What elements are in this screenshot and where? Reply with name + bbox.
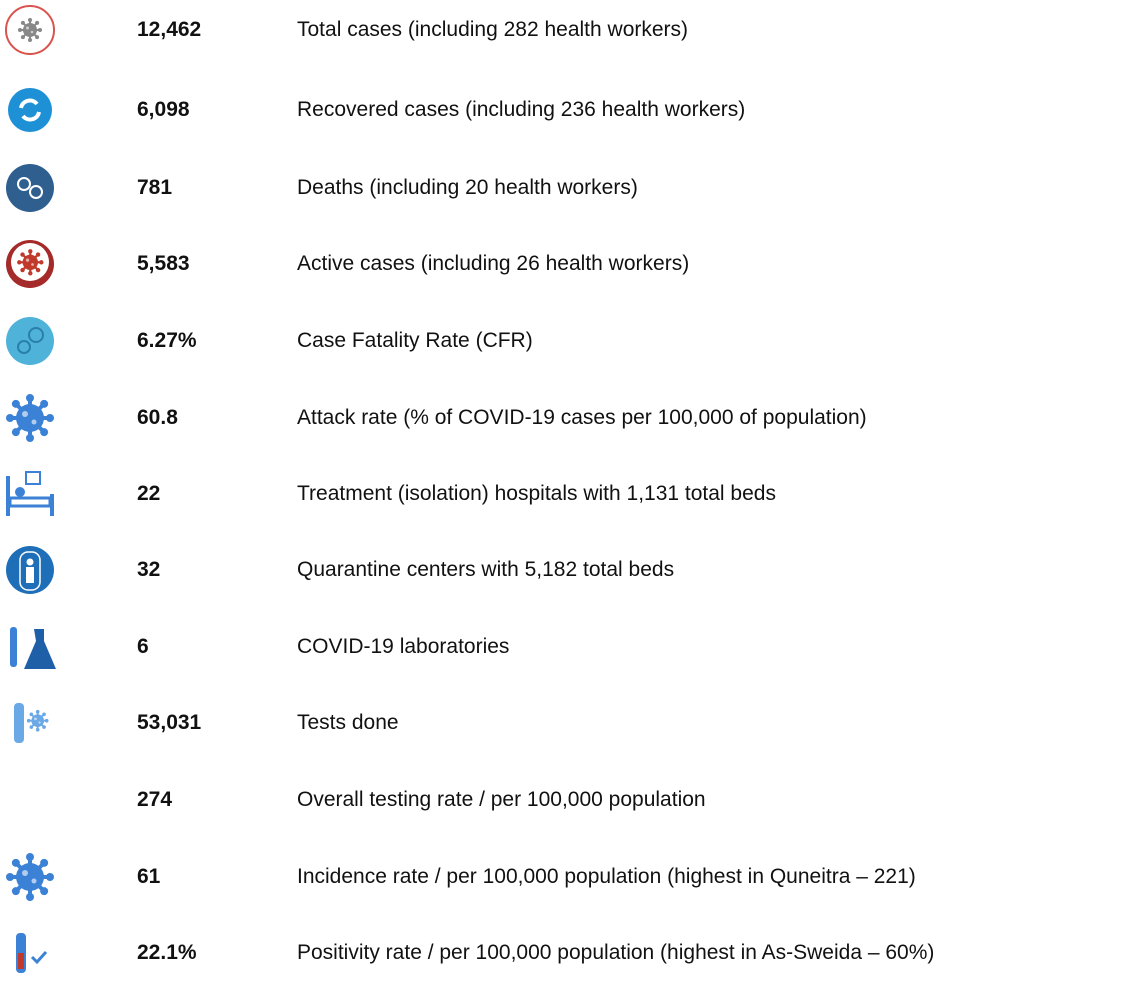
fact-label: Recovered cases (including 236 health wo…	[297, 98, 746, 121]
fact-row: 274 Overall testing rate / per 100,000 po…	[0, 770, 1123, 830]
fact-label: Case Fatality Rate (CFR)	[297, 329, 533, 352]
icon	[6, 240, 54, 288]
fact-label: Quarantine centers with 5,182 total beds	[297, 558, 675, 581]
fact-label: Attack rate (% of COVID-19 cases per 100…	[297, 406, 867, 429]
fact-row: 12,462 Total cases (including 282 health …	[0, 0, 1123, 60]
fact-row: 32 Quarantine centers with 5,182 total be…	[0, 540, 1123, 600]
icon	[6, 546, 54, 594]
fact-value: 6.27%	[137, 329, 197, 352]
fact-label: Active cases (including 26 health worker…	[297, 252, 690, 275]
fact-value: 6	[137, 635, 149, 658]
icon	[6, 471, 54, 516]
icon	[6, 853, 54, 901]
fact-value: 5,583	[137, 252, 190, 275]
fact-value: 53,031	[137, 711, 202, 734]
fact-label: Treatment (isolation) hospitals with 1,1…	[297, 482, 776, 505]
fact-label: Incidence rate / per 100,000 population …	[297, 865, 916, 888]
fact-row: 6.27% Case Fatality Rate (CFR)	[0, 311, 1123, 371]
fact-row: 22.1% Positivity rate / per 100,000 popul…	[0, 923, 1123, 983]
fact-value: 6,098	[137, 98, 190, 121]
fact-label: Total cases (including 282 health worker…	[297, 18, 689, 41]
icon	[6, 317, 54, 365]
fact-label: COVID-19 laboratories	[297, 635, 510, 658]
fact-value: 22.1%	[137, 941, 197, 964]
fact-row: 61 Incidence rate / per 100,000 populatio…	[0, 847, 1123, 907]
icon	[16, 933, 48, 973]
fact-label: Overall testing rate / per 100,000 popul…	[297, 788, 706, 811]
fact-value: 781	[137, 176, 173, 199]
fact-row: 5,583 Active cases (including 26 health w…	[0, 234, 1123, 294]
fact-value: 274	[137, 788, 173, 811]
icon	[6, 164, 54, 212]
fact-label: Tests done	[297, 711, 399, 734]
fact-value: 32	[137, 558, 161, 581]
icon	[5, 5, 55, 55]
fact-value: 22	[137, 482, 161, 505]
fact-row: 6,098 Recovered cases (including 236 heal…	[0, 80, 1123, 140]
fact-value: 12,462	[137, 18, 202, 41]
icon	[10, 627, 56, 669]
fact-row: 781 Deaths (including 20 health workers)	[0, 158, 1123, 218]
fact-value: 60.8	[137, 406, 178, 429]
fact-row: 53,031 Tests done	[0, 693, 1123, 753]
fact-label: Positivity rate / per 100,000 population…	[297, 941, 935, 964]
fact-label: Deaths (including 20 health workers)	[297, 176, 638, 199]
fact-row: 60.8 Attack rate (% of COVID-19 cases per…	[0, 388, 1123, 448]
icon	[8, 88, 52, 132]
fact-value: 61	[137, 865, 161, 888]
icon	[6, 394, 54, 442]
fact-row: 22 Treatment (isolation) hospitals with 1…	[0, 464, 1123, 524]
fact-row: 6 COVID-19 laboratories	[0, 617, 1123, 677]
icon	[14, 703, 49, 743]
